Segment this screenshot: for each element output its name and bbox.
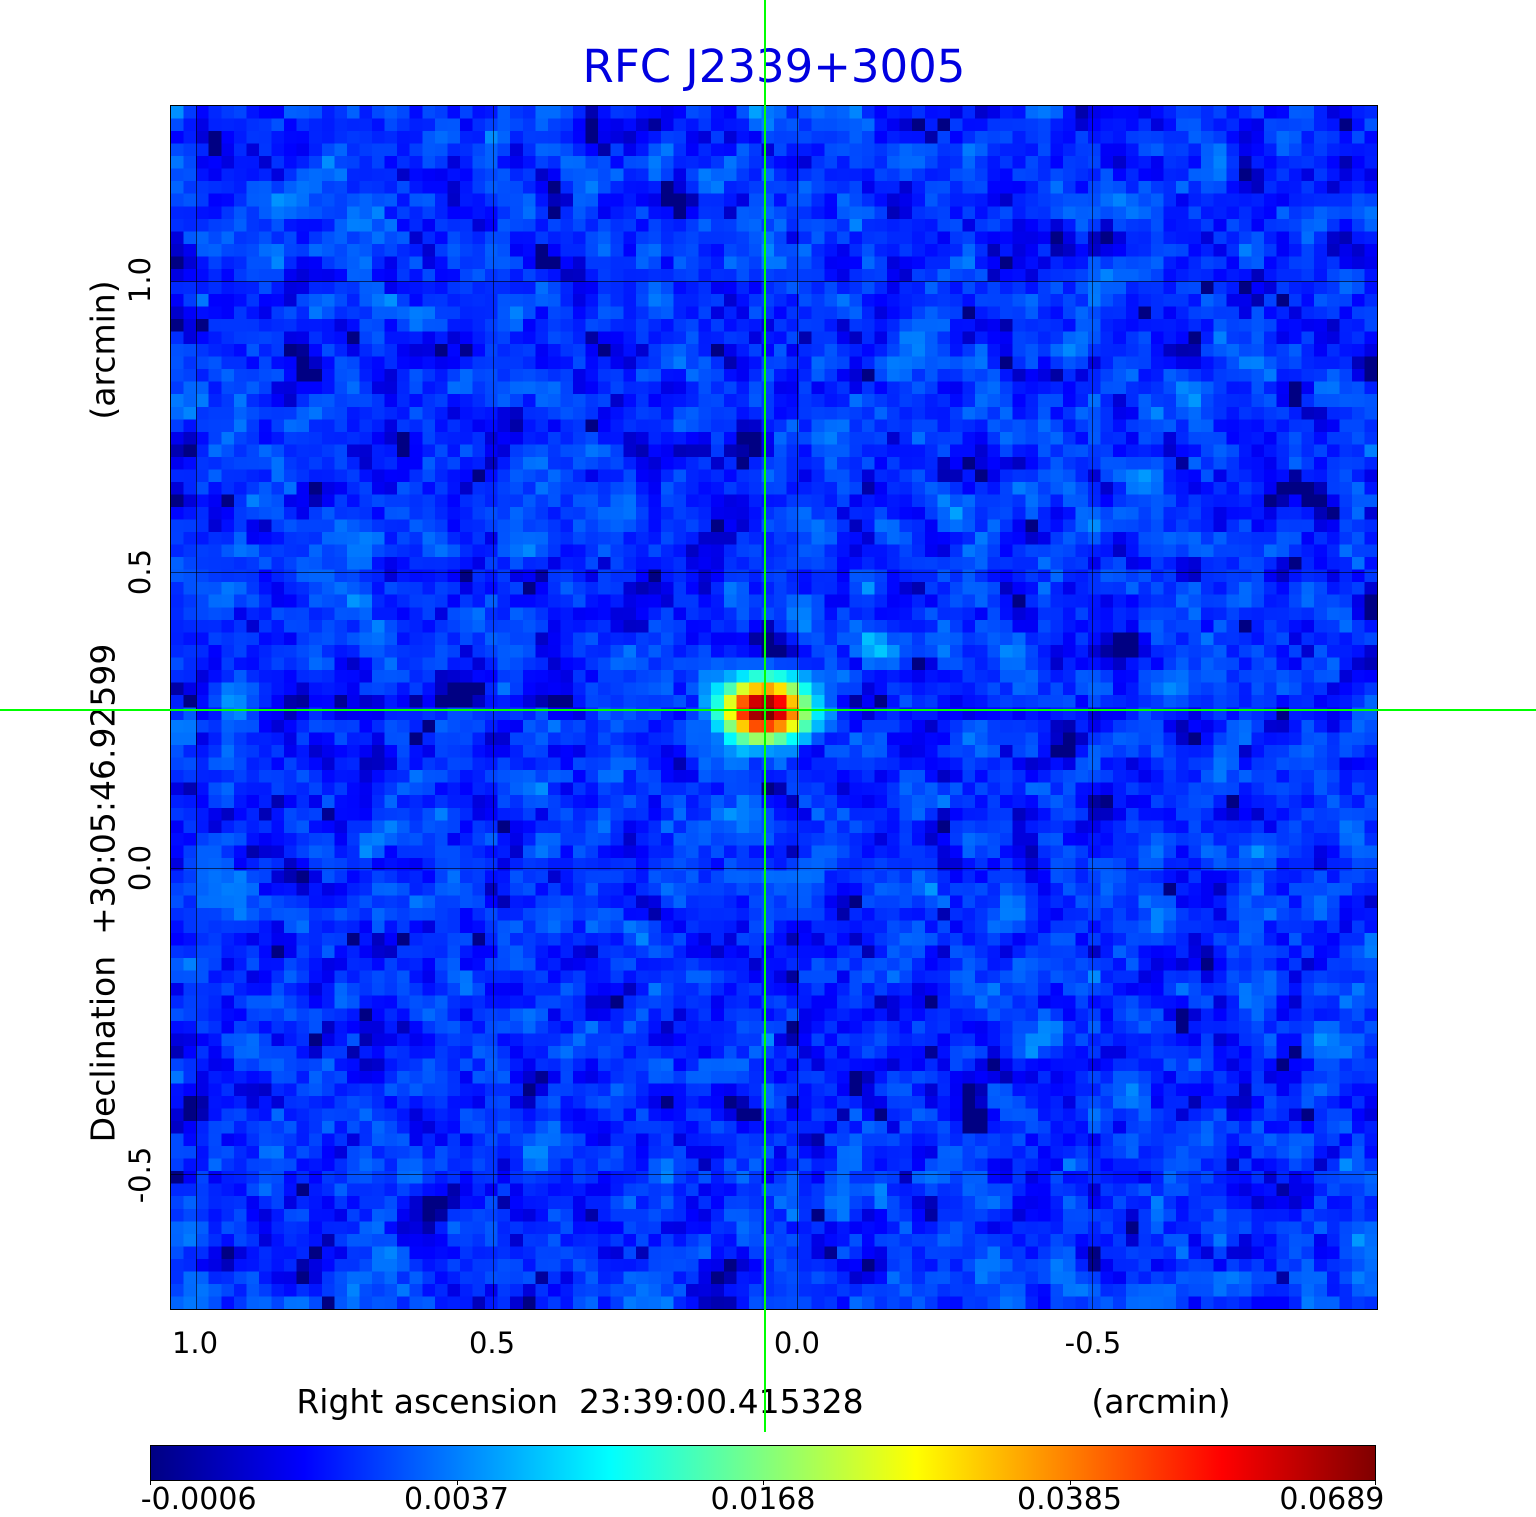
x-tick-label: 1.0 — [171, 1326, 219, 1360]
y-axis-unit-label: (arcmin) — [83, 280, 123, 420]
colorbar-tick-label: 0.0037 — [404, 1482, 509, 1517]
x-axis-label: Right ascension 23:39:00.415328 — [296, 1382, 864, 1421]
grid-line-horizontal — [171, 867, 1377, 869]
colorbar-tick-mark — [763, 1481, 764, 1485]
colorbar-tick-mark — [1069, 1481, 1071, 1485]
grid-line-horizontal — [171, 572, 1377, 574]
colorbar-tick-label: 0.0168 — [710, 1482, 816, 1517]
colorbar-tick-mark — [150, 1481, 151, 1485]
x-tick-label: 0.0 — [773, 1326, 820, 1360]
y-tick-label: 1.0 — [123, 256, 157, 304]
crosshair-vertical-line — [763, 0, 766, 1432]
x-axis-unit-label: (arcmin) — [1091, 1382, 1231, 1421]
colorbar-tick-label: -0.0006 — [140, 1482, 257, 1517]
figure-title: RFC J2339+3005 — [582, 40, 966, 93]
colorbar-tick-label: 0.0385 — [1017, 1482, 1122, 1517]
grid-line-vertical — [796, 106, 798, 1309]
x-tick-label: -0.5 — [1064, 1326, 1122, 1360]
colorbar-tick-label: 0.0689 — [1279, 1482, 1385, 1517]
y-tick-label: 0.5 — [123, 548, 157, 596]
y-axis-label: Declination +30:05:46.92599 — [83, 643, 123, 1143]
grid-line-horizontal — [171, 280, 1377, 282]
grid-line-vertical — [1092, 106, 1094, 1309]
y-tick-label: -0.5 — [123, 1146, 157, 1204]
sky-image-plot — [170, 105, 1378, 1310]
grid-lines — [171, 106, 1377, 1309]
colorbar-tick-mark — [456, 1481, 458, 1485]
sky-image-canvas — [171, 106, 1377, 1309]
x-tick-label: 0.5 — [468, 1326, 516, 1360]
colorbar-gradient — [150, 1445, 1376, 1481]
colorbar-tick-mark — [1375, 1481, 1376, 1485]
grid-line-vertical — [195, 106, 197, 1309]
grid-line-horizontal — [171, 1174, 1377, 1176]
y-tick-label: 0.0 — [123, 844, 157, 892]
crosshair-horizontal-line — [0, 708, 1536, 711]
grid-line-vertical — [492, 106, 494, 1309]
